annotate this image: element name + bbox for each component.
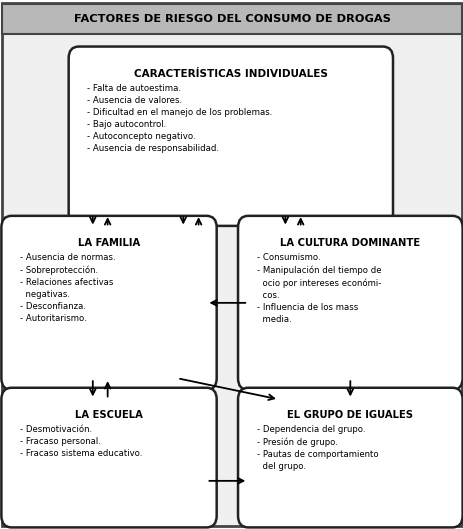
Text: LA FAMILIA: LA FAMILIA bbox=[78, 238, 140, 248]
Text: CARACTERÍSTICAS INDIVIDUALES: CARACTERÍSTICAS INDIVIDUALES bbox=[134, 69, 327, 79]
FancyBboxPatch shape bbox=[2, 3, 461, 526]
FancyBboxPatch shape bbox=[2, 4, 461, 34]
Text: - Desmotivación.
- Fracaso personal.
- Fracaso sistema educativo.: - Desmotivación. - Fracaso personal. - F… bbox=[20, 425, 142, 458]
FancyBboxPatch shape bbox=[69, 47, 392, 226]
Text: FACTORES DE RIESGO DEL CONSUMO DE DROGAS: FACTORES DE RIESGO DEL CONSUMO DE DROGAS bbox=[74, 14, 389, 24]
Text: LA CULTURA DOMINANTE: LA CULTURA DOMINANTE bbox=[280, 238, 419, 248]
FancyBboxPatch shape bbox=[1, 216, 216, 390]
Text: LA ESCUELA: LA ESCUELA bbox=[75, 410, 143, 420]
FancyBboxPatch shape bbox=[238, 216, 462, 390]
Text: - Falta de autoestima.
- Ausencia de valores.
- Dificultad en el manejo de los p: - Falta de autoestima. - Ausencia de val… bbox=[87, 84, 272, 153]
FancyBboxPatch shape bbox=[1, 388, 216, 527]
Text: - Ausencia de normas.
- Sobreprotección.
- Relaciones afectivas
  negativas.
- D: - Ausencia de normas. - Sobreprotección.… bbox=[20, 253, 115, 323]
FancyBboxPatch shape bbox=[238, 388, 462, 527]
Text: - Consumismo.
- Manipulación del tiempo de
  ocio por intereses económi-
  cos.
: - Consumismo. - Manipulación del tiempo … bbox=[256, 253, 380, 324]
Text: - Dependencia del grupo.
- Presión de grupo.
- Pautas de comportamiento
  del gr: - Dependencia del grupo. - Presión de gr… bbox=[256, 425, 377, 471]
Text: EL GRUPO DE IGUALES: EL GRUPO DE IGUALES bbox=[287, 410, 413, 420]
